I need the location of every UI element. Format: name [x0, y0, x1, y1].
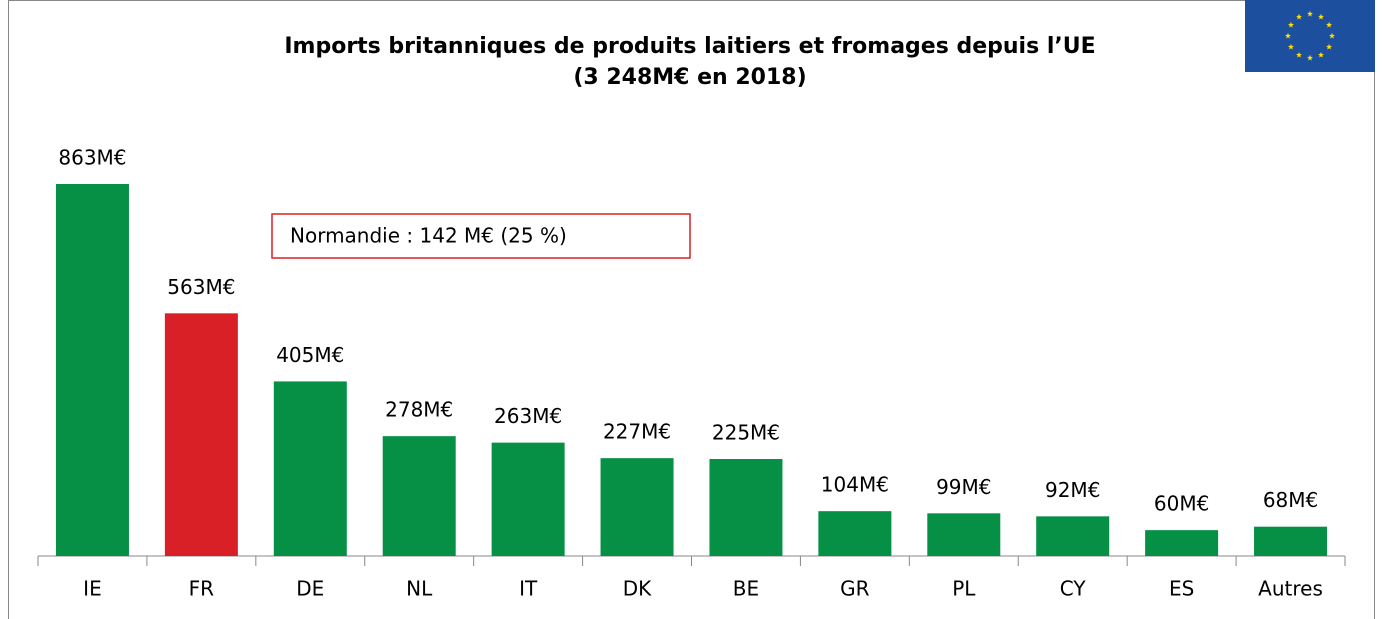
x-tick-label: IE [83, 577, 102, 601]
eu-flag [1245, 0, 1375, 72]
bar [273, 381, 347, 556]
bar [600, 458, 674, 556]
annotation-box [271, 213, 691, 259]
value-label: 278M€ [385, 398, 453, 422]
star [1287, 43, 1294, 50]
value-label: 563M€ [167, 275, 235, 299]
bar [491, 442, 565, 556]
bar [1254, 526, 1328, 556]
bar [1145, 530, 1219, 556]
chart-border [8, 0, 1375, 619]
star [1329, 32, 1335, 39]
star [1326, 21, 1333, 28]
x-tick-label: NL [406, 577, 433, 601]
annotation: Normandie : 142 M€ (25 %) [290, 224, 567, 248]
bar [927, 513, 1001, 556]
star [1318, 51, 1324, 58]
x-tick-label: BE [733, 577, 759, 601]
x-tick-label: Autres [1258, 577, 1323, 601]
flag-stars [1285, 10, 1335, 61]
star [1307, 10, 1313, 17]
x-tick-label: FR [189, 577, 215, 601]
value-label: 104M€ [821, 473, 889, 497]
x-tick-label: ES [1169, 577, 1194, 601]
value-label: 263M€ [494, 404, 562, 428]
star [1318, 13, 1324, 20]
value-label: 863M€ [58, 146, 126, 170]
star [1296, 51, 1302, 58]
chart-subtitle: (3 248M€ en 2018) [573, 65, 806, 90]
value-label: 227M€ [603, 420, 671, 444]
star [1307, 54, 1313, 61]
bar [55, 184, 129, 556]
x-tick-label: DK [623, 577, 652, 601]
bar [1036, 516, 1110, 556]
value-label: 60M€ [1154, 492, 1209, 516]
value-label: 405M€ [276, 343, 344, 367]
star [1285, 32, 1291, 39]
chart-title: Imports britanniques de produits laitier… [284, 34, 1095, 59]
x-tick-label: DE [296, 577, 324, 601]
bar [382, 436, 456, 556]
x-tick-label: IT [519, 577, 538, 601]
star [1287, 21, 1294, 28]
bar [818, 511, 892, 556]
x-tick-label: GR [840, 577, 869, 601]
x-tick-label: PL [952, 577, 976, 601]
bar [164, 313, 238, 556]
bar [709, 459, 783, 556]
value-label: 99M€ [936, 475, 991, 499]
star [1326, 43, 1333, 50]
value-label: 92M€ [1045, 478, 1100, 502]
value-label: 68M€ [1263, 488, 1318, 512]
star [1296, 13, 1302, 20]
value-label: 225M€ [712, 421, 780, 445]
x-tick-label: CY [1060, 577, 1087, 601]
